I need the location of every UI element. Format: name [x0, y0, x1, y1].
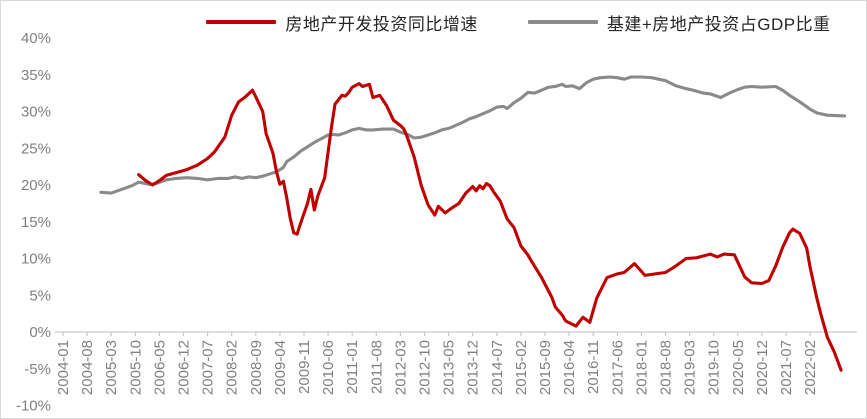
x-tick-label: 2022-02 — [802, 340, 819, 395]
x-tick-label: 2012-10 — [417, 340, 434, 395]
x-tick-label: 2004-08 — [79, 340, 96, 395]
x-tick-label: 2021-07 — [778, 340, 795, 395]
x-tick-label: 2006-05 — [151, 340, 168, 395]
x-tick-label: 2020-05 — [730, 340, 747, 395]
x-tick-label: 2016-04 — [561, 340, 578, 395]
x-tick-label: 2008-02 — [224, 340, 241, 395]
real-estate-growth-line — [137, 82, 843, 372]
x-tick-label: 2015-02 — [513, 340, 530, 395]
x-tick-label: 2010-06 — [320, 340, 337, 395]
x-tick-label: 2014-07 — [489, 340, 506, 395]
x-tick-label: 2008-09 — [248, 340, 265, 395]
y-tick-label: 15% — [21, 214, 51, 231]
y-tick-label: -10% — [16, 398, 51, 415]
x-tick-label: 2018-08 — [658, 340, 675, 395]
x-tick-label: 2011-08 — [368, 340, 385, 394]
x-tick-label: 2012-03 — [392, 340, 409, 395]
x-tick-label: 2007-07 — [200, 340, 217, 395]
y-tick-label: 35% — [21, 67, 51, 84]
x-tick-label: 2006-12 — [176, 340, 193, 395]
x-tick-label: 2009-04 — [272, 340, 289, 395]
y-tick-label: 5% — [29, 287, 51, 304]
gdp-share-line — [99, 75, 847, 195]
x-tick-label: 2013-12 — [465, 340, 482, 395]
y-tick-label: 0% — [29, 324, 51, 341]
x-tick-label: 2015-09 — [537, 340, 554, 395]
x-tick-label: 2019-03 — [682, 340, 699, 395]
y-tick-label: 10% — [21, 251, 51, 268]
y-tick-label: 30% — [21, 104, 51, 121]
x-tick-label: 2005-03 — [103, 340, 120, 395]
x-tick-label: 2011-01 — [344, 340, 361, 394]
x-tick-label: 2016-11 — [585, 340, 602, 394]
x-tick-label: 2009-11 — [296, 340, 313, 394]
y-tick-label: 25% — [21, 140, 51, 157]
y-tick-label: -5% — [24, 361, 51, 378]
x-tick-label: 2013-05 — [441, 340, 458, 395]
x-tick-label: 2004-01 — [55, 340, 72, 395]
x-tick-label: 2018-01 — [633, 340, 650, 395]
x-tick-label: 2017-06 — [609, 340, 626, 395]
y-tick-label: 40% — [21, 30, 51, 47]
x-tick-label: 2019-10 — [706, 340, 723, 395]
x-tick-label: 2020-12 — [754, 340, 771, 395]
y-tick-label: 20% — [21, 177, 51, 194]
x-tick-label: 2005-10 — [127, 340, 144, 395]
